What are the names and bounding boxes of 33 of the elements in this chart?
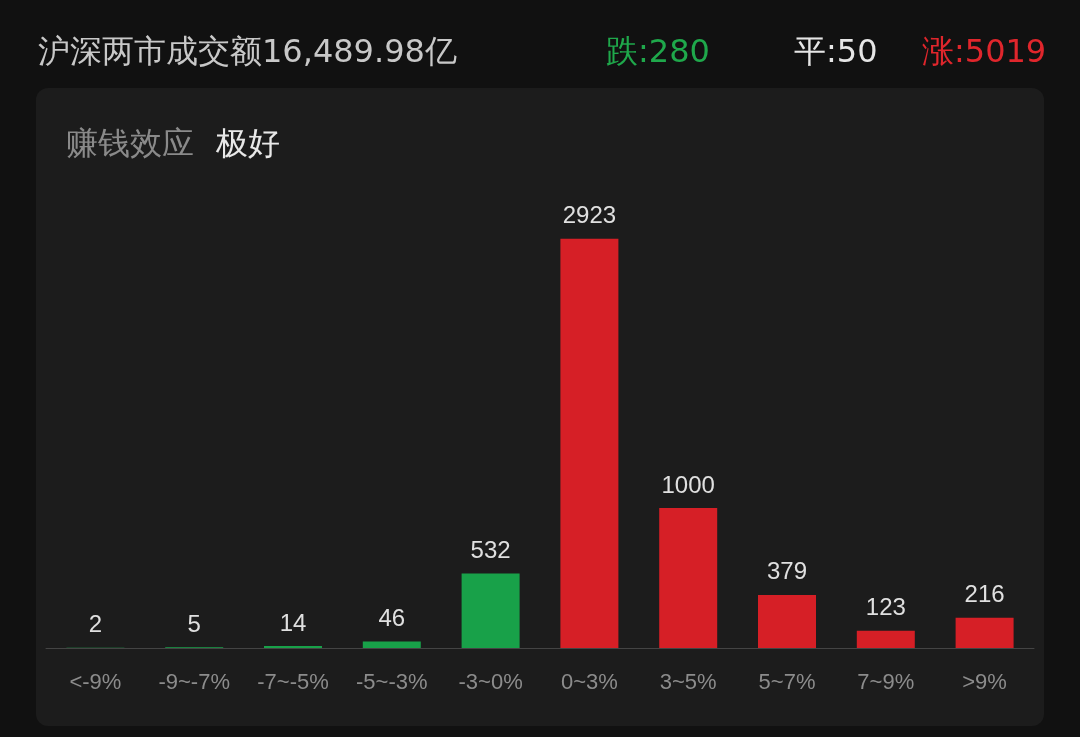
x-tick-label: -9~-7%: [158, 668, 230, 694]
data-label: 123: [865, 593, 906, 621]
bar: [362, 641, 421, 648]
x-tick-label: >9%: [962, 668, 1007, 694]
bar: [856, 630, 915, 648]
data-label: 46: [378, 604, 406, 632]
x-tick-label: -5~-3%: [356, 668, 428, 694]
text: 涨:5019: [922, 31, 1047, 72]
x-tick-label: 5~7%: [758, 668, 816, 694]
data-label: 1000: [661, 470, 715, 498]
x-tick-label: 7~9%: [857, 668, 915, 694]
text: 极好: [216, 124, 280, 162]
data-label: 379: [766, 557, 808, 585]
x-tick-label: 3~5%: [659, 668, 717, 694]
data-label: 5: [187, 609, 201, 637]
data-label: 532: [470, 536, 511, 564]
bar: [659, 508, 718, 648]
data-label: 14: [279, 608, 307, 636]
text: 平:50: [794, 31, 878, 72]
bar: [955, 617, 1014, 648]
x-tick-label: -7~-5%: [257, 668, 329, 694]
bar: [560, 238, 619, 648]
chart-title: 沪深两市成交额16,489.98亿: [38, 31, 457, 72]
chart-subtitle: 赚钱效应: [66, 124, 194, 162]
bar: [461, 573, 520, 648]
x-tick-label: -3~0%: [458, 668, 523, 694]
bar: [758, 594, 816, 648]
x-tick-label: 0~3%: [560, 668, 618, 694]
data-label: 216: [964, 580, 1005, 608]
x-tick-label: <-9%: [69, 668, 122, 694]
data-label: 2923: [562, 201, 617, 229]
data-label: 2: [88, 610, 103, 638]
text: 跌:280: [606, 31, 710, 72]
